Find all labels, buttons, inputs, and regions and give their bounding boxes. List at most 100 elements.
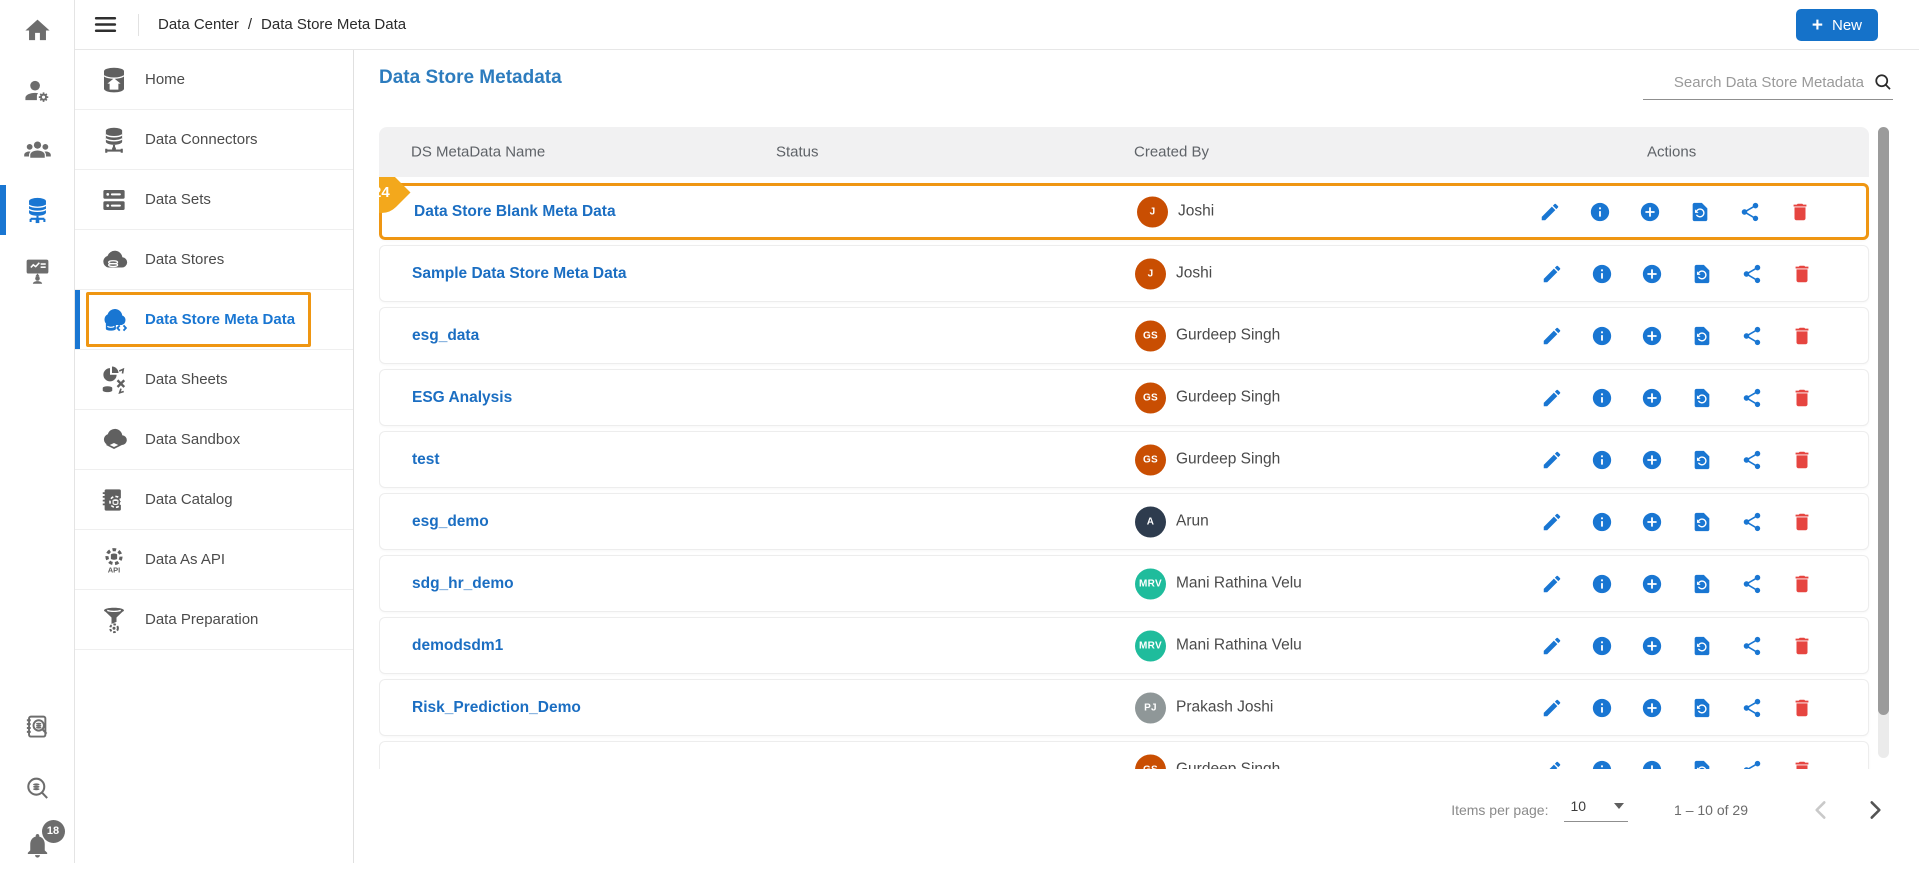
share-button[interactable] — [1741, 325, 1763, 347]
trash-icon — [1791, 325, 1813, 347]
rail-data-center-button[interactable] — [0, 182, 74, 238]
restore-button[interactable] — [1691, 325, 1713, 347]
info-button[interactable] — [1591, 449, 1613, 471]
info-button[interactable] — [1591, 573, 1613, 595]
restore-button[interactable] — [1689, 201, 1711, 223]
sidebar-item-data-preparation[interactable]: Data Preparation — [75, 590, 353, 650]
sidebar-item-data-sheets[interactable]: Data Sheets — [75, 350, 353, 410]
rail-home-button[interactable] — [0, 2, 74, 58]
edit-button[interactable] — [1541, 387, 1563, 409]
sidebar-item-data-catalog[interactable]: Data Catalog — [75, 470, 353, 530]
share-button[interactable] — [1741, 263, 1763, 285]
delete-button[interactable] — [1791, 387, 1813, 409]
metadata-name-link[interactable]: ESG Analysis — [412, 389, 512, 407]
previous-page-button[interactable] — [1808, 797, 1834, 823]
share-button[interactable] — [1741, 759, 1763, 770]
new-button[interactable]: + New — [1796, 9, 1878, 41]
restore-button[interactable] — [1691, 573, 1713, 595]
add-button[interactable] — [1641, 635, 1663, 657]
rail-data-search-button[interactable] — [0, 760, 74, 816]
restore-button[interactable] — [1691, 635, 1713, 657]
edit-pencil-icon — [1541, 697, 1563, 719]
add-button[interactable] — [1639, 201, 1661, 223]
delete-button[interactable] — [1791, 635, 1813, 657]
edit-button[interactable] — [1541, 511, 1563, 533]
sidebar-item-data-store-meta-data[interactable]: Data Store Meta Data — [75, 290, 353, 350]
next-page-button[interactable] — [1862, 797, 1888, 823]
restore-button[interactable] — [1691, 511, 1713, 533]
breadcrumb-parent[interactable]: Data Center — [158, 16, 239, 33]
metadata-name-link[interactable]: sdg_hr_demo — [412, 575, 514, 593]
info-button[interactable] — [1591, 325, 1613, 347]
search-input[interactable] — [1643, 74, 1873, 91]
share-button[interactable] — [1741, 449, 1763, 471]
share-button[interactable] — [1739, 201, 1761, 223]
restore-button[interactable] — [1691, 697, 1713, 719]
add-button[interactable] — [1641, 449, 1663, 471]
share-button[interactable] — [1741, 387, 1763, 409]
info-button[interactable] — [1591, 263, 1613, 285]
metadata-name-link[interactable]: Risk_Prediction_Demo — [412, 699, 581, 717]
edit-button[interactable] — [1541, 325, 1563, 347]
info-button[interactable] — [1591, 697, 1613, 719]
restore-button[interactable] — [1691, 449, 1713, 471]
edit-button[interactable] — [1541, 635, 1563, 657]
info-button[interactable] — [1591, 635, 1613, 657]
info-icon — [1591, 449, 1613, 471]
edit-button[interactable] — [1539, 201, 1561, 223]
sidebar-item-home[interactable]: Home — [75, 50, 353, 110]
restore-button[interactable] — [1691, 759, 1713, 770]
add-button[interactable] — [1641, 387, 1663, 409]
share-button[interactable] — [1741, 511, 1763, 533]
share-button[interactable] — [1741, 573, 1763, 595]
rail-data-dictionary-button[interactable] — [0, 699, 74, 755]
edit-button[interactable] — [1541, 759, 1563, 770]
sidebar-item-data-sandbox[interactable]: Data Sandbox — [75, 410, 353, 470]
metadata-name-link[interactable]: Sample Data Store Meta Data — [412, 265, 627, 283]
add-button[interactable] — [1641, 759, 1663, 770]
sidebar-item-data-connectors[interactable]: Data Connectors — [75, 110, 353, 170]
delete-button[interactable] — [1791, 573, 1813, 595]
restore-button[interactable] — [1691, 387, 1713, 409]
share-button[interactable] — [1741, 697, 1763, 719]
edit-button[interactable] — [1541, 697, 1563, 719]
sidebar-item-data-as-api[interactable]: API Data As API — [75, 530, 353, 590]
metadata-name-link[interactable]: demodsdm1 — [412, 637, 503, 655]
edit-button[interactable] — [1541, 573, 1563, 595]
page-size-select[interactable]: 10 — [1564, 798, 1628, 822]
delete-button[interactable] — [1791, 697, 1813, 719]
add-button[interactable] — [1641, 697, 1663, 719]
delete-button[interactable] — [1789, 201, 1811, 223]
sidebar-item-data-stores[interactable]: Data Stores — [75, 230, 353, 290]
metadata-name-link[interactable]: test — [412, 451, 440, 469]
delete-button[interactable] — [1791, 325, 1813, 347]
share-button[interactable] — [1741, 635, 1763, 657]
rail-notifications-button[interactable]: 18 — [0, 817, 74, 873]
add-button[interactable] — [1641, 263, 1663, 285]
info-button[interactable] — [1591, 759, 1613, 770]
restore-button[interactable] — [1691, 263, 1713, 285]
metadata-name-link[interactable]: esg_data — [412, 327, 479, 345]
sidebar-item-data-sets[interactable]: Data Sets — [75, 170, 353, 230]
add-button[interactable] — [1641, 573, 1663, 595]
add-button[interactable] — [1641, 325, 1663, 347]
delete-button[interactable] — [1791, 511, 1813, 533]
chevron-left-icon — [1808, 797, 1834, 823]
info-button[interactable] — [1589, 201, 1611, 223]
search-button[interactable] — [1873, 72, 1893, 92]
add-button[interactable] — [1641, 511, 1663, 533]
delete-button[interactable] — [1791, 759, 1813, 770]
rail-reports-button[interactable] — [0, 242, 74, 298]
metadata-name-link[interactable]: Data Store Blank Meta Data — [414, 203, 616, 221]
delete-button[interactable] — [1791, 263, 1813, 285]
info-button[interactable] — [1591, 387, 1613, 409]
info-button[interactable] — [1591, 511, 1613, 533]
rail-groups-button[interactable] — [0, 122, 74, 178]
delete-button[interactable] — [1791, 449, 1813, 471]
rail-user-settings-button[interactable] — [0, 62, 74, 118]
metadata-name-link[interactable]: esg_demo — [412, 513, 489, 531]
scrollbar-thumb[interactable] — [1878, 127, 1889, 715]
edit-button[interactable] — [1541, 449, 1563, 471]
edit-button[interactable] — [1541, 263, 1563, 285]
menu-toggle-button[interactable] — [85, 7, 125, 43]
